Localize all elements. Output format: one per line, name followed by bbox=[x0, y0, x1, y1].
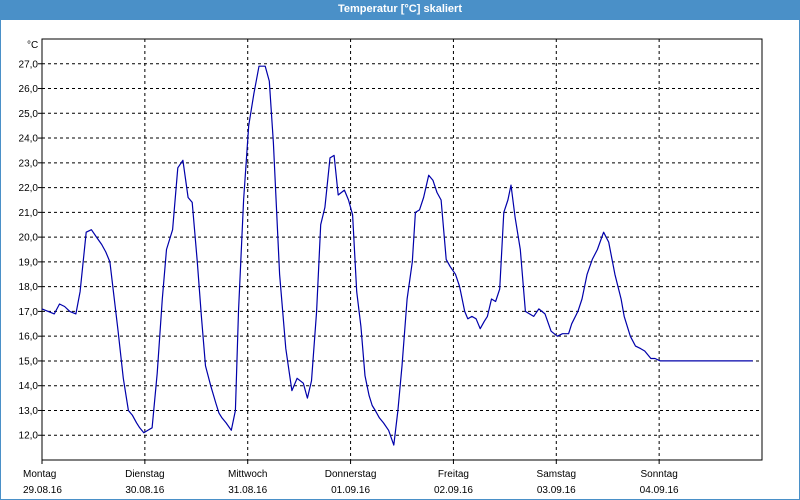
x-tick-day-label: Sonntag bbox=[641, 469, 678, 480]
y-tick-label: 14,0 bbox=[19, 381, 39, 392]
y-tick-label: 23,0 bbox=[19, 158, 39, 169]
x-tick-date-label: 29.08.16 bbox=[23, 485, 62, 496]
y-tick-label: 19,0 bbox=[19, 257, 39, 268]
y-axis-unit-label: °C bbox=[27, 40, 38, 51]
x-tick-day-label: Dienstag bbox=[125, 469, 164, 480]
temperature-series-line bbox=[41, 65, 753, 446]
x-tick-date-label: 01.09.16 bbox=[331, 485, 370, 496]
y-tick-label: 20,0 bbox=[19, 233, 39, 244]
y-tick-label: 27,0 bbox=[19, 59, 39, 70]
x-tick-date-label: 30.08.16 bbox=[125, 485, 164, 496]
y-tick-label: 21,0 bbox=[19, 208, 39, 219]
x-tick-day-label: Freitag bbox=[438, 469, 469, 480]
y-tick-label: 26,0 bbox=[19, 84, 39, 95]
chart-title: Temperatur [°C] skaliert bbox=[337, 3, 462, 15]
x-tick-day-label: Mittwoch bbox=[228, 469, 267, 480]
y-tick-label: 12,0 bbox=[19, 431, 39, 442]
y-tick-label: 18,0 bbox=[19, 282, 39, 293]
x-tick-day-label: Montag bbox=[23, 469, 56, 480]
x-tick-day-label: Donnerstag bbox=[325, 469, 377, 480]
y-tick-label: 16,0 bbox=[19, 332, 39, 343]
x-tick-date-label: 04.09.16 bbox=[640, 485, 679, 496]
x-tick-date-label: 03.09.16 bbox=[537, 485, 576, 496]
chart-frame: 12,0 13,0 14,0 15,0 16,0 17,0 18,0 19,0 20,0 21,0… bbox=[0, 19, 800, 500]
chart-title-bar: Temperatur [°C] skaliert bbox=[0, 0, 800, 19]
temperature-line-chart: 12,0 13,0 14,0 15,0 16,0 17,0 18,0 19,0 20,0 21,0… bbox=[19, 38, 763, 496]
y-tick-label: 24,0 bbox=[19, 134, 39, 145]
x-tick-date-label: 02.09.16 bbox=[434, 485, 473, 496]
plot-area-border bbox=[41, 38, 763, 461]
y-tick-label: 13,0 bbox=[19, 406, 39, 417]
y-tick-label: 15,0 bbox=[19, 356, 39, 367]
y-tick-label: 22,0 bbox=[19, 183, 39, 194]
x-tick-date-label: 31.08.16 bbox=[228, 485, 267, 496]
y-tick-label: 25,0 bbox=[19, 109, 39, 120]
y-tick-label: 17,0 bbox=[19, 307, 39, 318]
x-tick-day-label: Samstag bbox=[537, 469, 576, 480]
